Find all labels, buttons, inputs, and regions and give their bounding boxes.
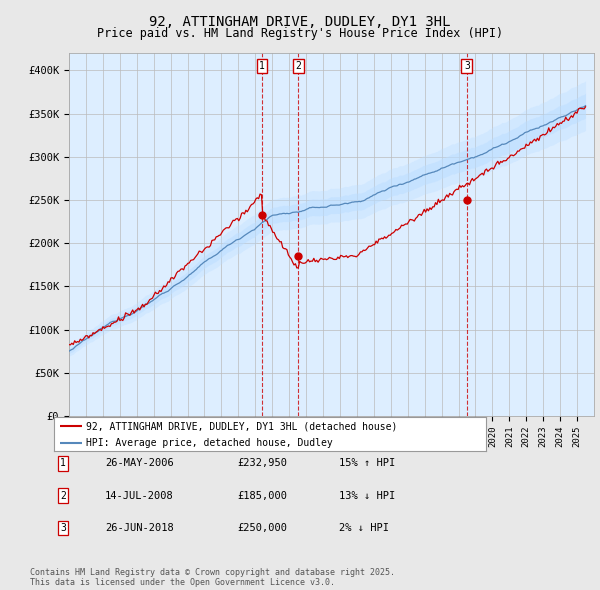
Text: 2% ↓ HPI: 2% ↓ HPI — [339, 523, 389, 533]
Text: 3: 3 — [464, 61, 470, 71]
Text: 15% ↑ HPI: 15% ↑ HPI — [339, 458, 395, 468]
Text: £185,000: £185,000 — [237, 491, 287, 500]
Text: Contains HM Land Registry data © Crown copyright and database right 2025.
This d: Contains HM Land Registry data © Crown c… — [30, 568, 395, 587]
Text: 13% ↓ HPI: 13% ↓ HPI — [339, 491, 395, 500]
Text: 26-JUN-2018: 26-JUN-2018 — [105, 523, 174, 533]
Text: 92, ATTINGHAM DRIVE, DUDLEY, DY1 3HL: 92, ATTINGHAM DRIVE, DUDLEY, DY1 3HL — [149, 15, 451, 29]
Text: £232,950: £232,950 — [237, 458, 287, 468]
Text: 3: 3 — [60, 523, 66, 533]
Text: 1: 1 — [60, 458, 66, 468]
Text: 26-MAY-2006: 26-MAY-2006 — [105, 458, 174, 468]
Text: 14-JUL-2008: 14-JUL-2008 — [105, 491, 174, 500]
Text: £250,000: £250,000 — [237, 523, 287, 533]
Text: 92, ATTINGHAM DRIVE, DUDLEY, DY1 3HL (detached house): 92, ATTINGHAM DRIVE, DUDLEY, DY1 3HL (de… — [86, 421, 398, 431]
Text: Price paid vs. HM Land Registry's House Price Index (HPI): Price paid vs. HM Land Registry's House … — [97, 27, 503, 40]
Text: 2: 2 — [295, 61, 301, 71]
Text: 2: 2 — [60, 491, 66, 500]
Text: 1: 1 — [259, 61, 265, 71]
Text: HPI: Average price, detached house, Dudley: HPI: Average price, detached house, Dudl… — [86, 438, 333, 448]
